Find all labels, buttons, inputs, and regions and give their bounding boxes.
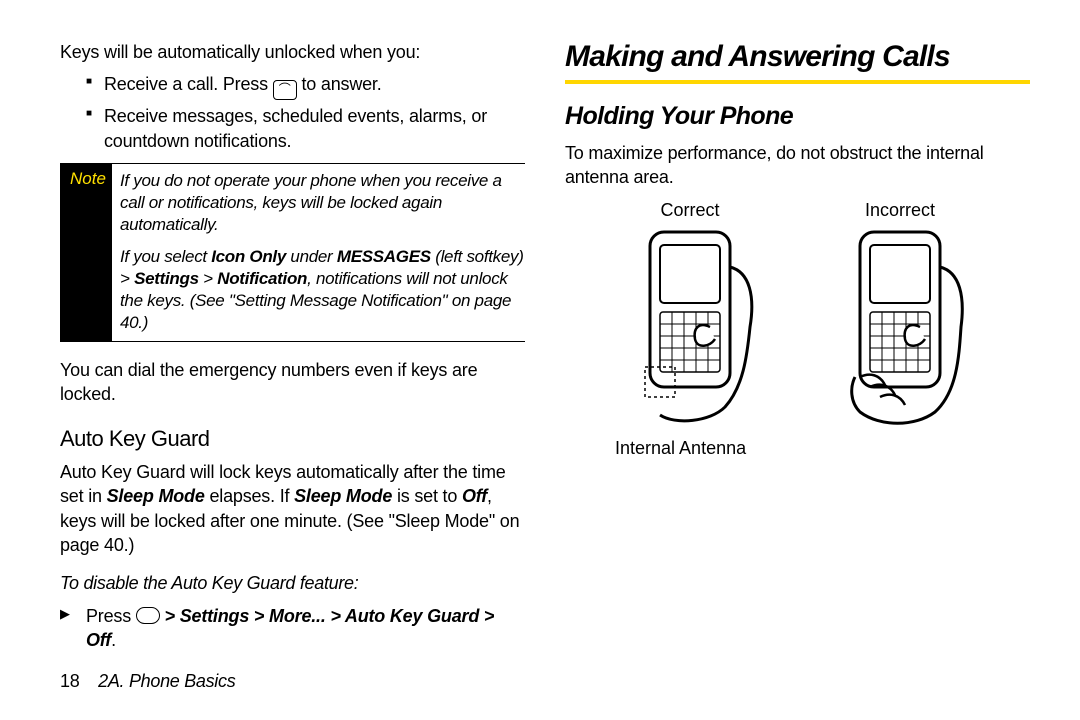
emergency-text: You can dial the emergency numbers even …	[60, 358, 525, 407]
phone-hand-correct-icon	[615, 227, 765, 427]
section-title-rule	[565, 80, 1030, 84]
menu-key-icon	[136, 607, 160, 624]
correct-label: Correct	[615, 200, 765, 221]
antenna-intro: To maximize performance, do not obstruct…	[565, 141, 1030, 190]
unlock-intro: Keys will be automatically unlocked when…	[60, 40, 525, 64]
note-box: Note If you do not operate your phone wh…	[60, 163, 525, 342]
note-label: Note	[60, 163, 112, 342]
bullet1-post: to answer.	[301, 74, 381, 94]
right-column: Making and Answering Calls Holding Your …	[545, 40, 1030, 700]
phone-hand-incorrect-icon	[825, 227, 975, 427]
unlock-item-2: Receive messages, scheduled events, alar…	[86, 104, 525, 153]
disable-instruction-heading: To disable the Auto Key Guard feature:	[60, 571, 525, 595]
left-column: Keys will be automatically unlocked when…	[60, 40, 545, 700]
auto-key-guard-paragraph: Auto Key Guard will lock keys automatica…	[60, 460, 525, 557]
page-footer: 18 2A. Phone Basics	[60, 671, 235, 692]
unlock-item-1: Receive a call. Press ⌒ to answer.	[86, 72, 525, 100]
section-label: 2A. Phone Basics	[98, 671, 235, 691]
note-body: If you do not operate your phone when yo…	[112, 163, 525, 342]
disable-step: Press > Settings > More... > Auto Key Gu…	[60, 604, 525, 653]
bullet1-pre: Receive a call. Press	[104, 74, 273, 94]
unlock-list: Receive a call. Press ⌒ to answer. Recei…	[60, 72, 525, 153]
auto-key-guard-heading: Auto Key Guard	[60, 426, 525, 452]
correct-diagram: Correct	[615, 200, 765, 432]
note-para-1: If you do not operate your phone when yo…	[120, 170, 525, 236]
answer-key-icon: ⌒	[273, 80, 297, 100]
subsection-title: Holding Your Phone	[565, 102, 1030, 131]
holding-diagrams: Correct	[615, 200, 1030, 432]
page-number: 18	[60, 671, 79, 691]
note-para-2: If you select Icon Only under MESSAGES (…	[120, 246, 525, 334]
section-title: Making and Answering Calls	[565, 40, 1030, 74]
incorrect-diagram: Incorrect	[825, 200, 975, 432]
antenna-caption: Internal Antenna	[615, 438, 1030, 459]
incorrect-label: Incorrect	[825, 200, 975, 221]
